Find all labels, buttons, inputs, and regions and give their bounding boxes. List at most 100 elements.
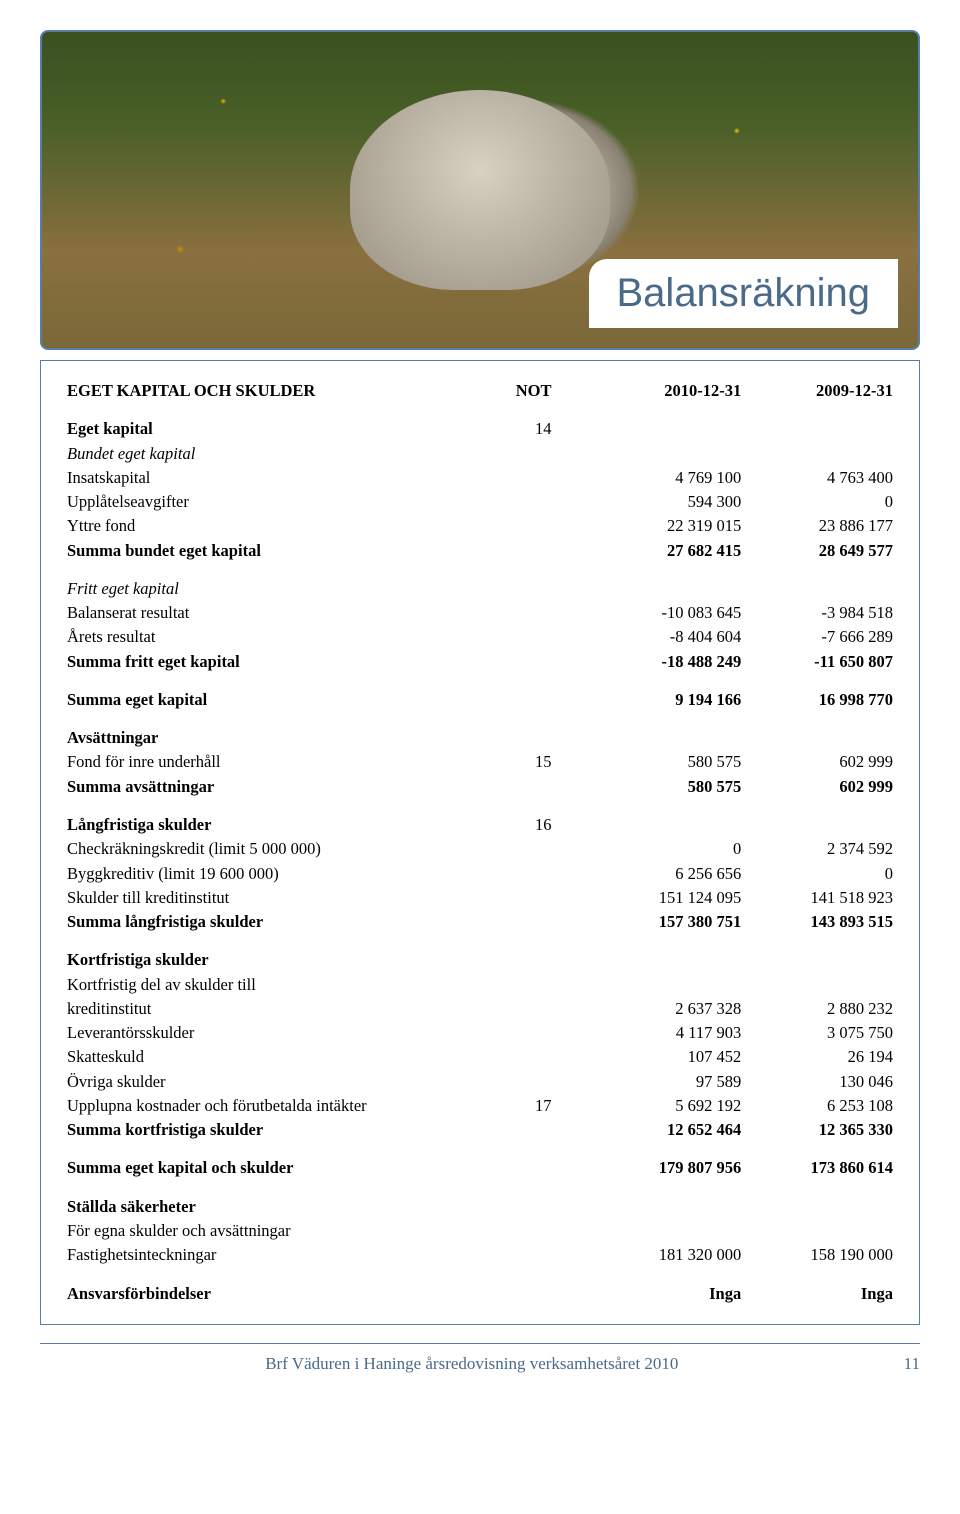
row-not <box>514 466 592 490</box>
cell <box>514 1156 592 1180</box>
cell <box>514 910 592 934</box>
row-y1: -8 404 604 <box>592 625 744 649</box>
table-header-y2: 2009-12-31 <box>743 379 895 403</box>
blank <box>743 948 895 972</box>
table-header-label: EGET KAPITAL OCH SKULDER <box>65 379 514 403</box>
row-label: Insatskapital <box>65 466 514 490</box>
blank <box>592 948 744 972</box>
section-sum-y2: 16 998 770 <box>743 688 895 712</box>
grand-sum-y1: 179 807 956 <box>592 1156 744 1180</box>
row-y1: 107 452 <box>592 1045 744 1069</box>
sum-label: Summa bundet eget kapital <box>65 539 514 563</box>
row-label: Skulder till kreditinstitut <box>65 886 514 910</box>
row-label: Upplupna kostnader och förutbetalda intä… <box>65 1094 514 1118</box>
subsection-title: Fritt eget kapital <box>65 577 514 601</box>
row-label: Byggkreditiv (limit 19 600 000) <box>65 862 514 886</box>
row-y2: 0 <box>743 490 895 514</box>
cell <box>743 1219 895 1243</box>
securities-y1: 181 320 000 <box>592 1243 744 1267</box>
row-y2: 0 <box>743 862 895 886</box>
row-y2 <box>743 973 895 997</box>
row-not <box>514 997 592 1021</box>
row-y1: 151 124 095 <box>592 886 744 910</box>
row-not <box>514 1070 592 1094</box>
securities-title: Ställda säkerheter <box>65 1195 514 1219</box>
row-y1 <box>592 973 744 997</box>
statue-graphic <box>350 90 610 290</box>
securities-subtitle: För egna skulder och avsättningar <box>65 1219 514 1243</box>
row-not <box>514 837 592 861</box>
row-y2: 602 999 <box>743 750 895 774</box>
subsection-title: Bundet eget kapital <box>65 442 514 466</box>
cell <box>743 1195 895 1219</box>
blank <box>592 726 744 750</box>
row-y1: 22 319 015 <box>592 514 744 538</box>
row-y2: 130 046 <box>743 1070 895 1094</box>
row-not: 15 <box>514 750 592 774</box>
section-title: Eget kapital <box>65 417 514 441</box>
row-y2: -7 666 289 <box>743 625 895 649</box>
page-title: Balansräkning <box>589 259 899 328</box>
row-not <box>514 862 592 886</box>
row-y2: 26 194 <box>743 1045 895 1069</box>
cell <box>592 1195 744 1219</box>
cell <box>514 577 592 601</box>
row-label: Balanserat resultat <box>65 601 514 625</box>
sum-y1: -18 488 249 <box>592 650 744 674</box>
section-not <box>514 726 592 750</box>
row-label: Yttre fond <box>65 514 514 538</box>
blank <box>592 417 744 441</box>
row-label: Skatteskuld <box>65 1045 514 1069</box>
table-header-not: NOT <box>514 379 592 403</box>
sum-label: Summa kortfristiga skulder <box>65 1118 514 1142</box>
row-not <box>514 625 592 649</box>
section-not <box>514 948 592 972</box>
row-not <box>514 973 592 997</box>
row-y1: -10 083 645 <box>592 601 744 625</box>
balance-table: EGET KAPITAL OCH SKULDERNOT2010-12-31200… <box>65 379 895 1306</box>
cell <box>514 775 592 799</box>
row-y2: 4 763 400 <box>743 466 895 490</box>
row-not <box>514 886 592 910</box>
page-footer: Brf Väduren i Haninge årsredovisning ver… <box>40 1343 920 1374</box>
row-y1: 2 637 328 <box>592 997 744 1021</box>
section-title: Kortfristiga skulder <box>65 948 514 972</box>
row-label: Övriga skulder <box>65 1070 514 1094</box>
section-sum-label: Summa eget kapital <box>65 688 514 712</box>
cell <box>514 1195 592 1219</box>
cell <box>514 1282 592 1306</box>
sum-y1: 580 575 <box>592 775 744 799</box>
cell <box>514 1118 592 1142</box>
row-y1: 594 300 <box>592 490 744 514</box>
sum-y2: 602 999 <box>743 775 895 799</box>
row-y1: 580 575 <box>592 750 744 774</box>
row-y2: 2 374 592 <box>743 837 895 861</box>
row-not <box>514 601 592 625</box>
sum-y1: 12 652 464 <box>592 1118 744 1142</box>
header-photo: Balansräkning <box>40 30 920 350</box>
blank <box>743 813 895 837</box>
balance-sheet-box: EGET KAPITAL OCH SKULDERNOT2010-12-31200… <box>40 360 920 1325</box>
row-y1: 4 117 903 <box>592 1021 744 1045</box>
contingent-label: Ansvarsförbindelser <box>65 1282 514 1306</box>
blank <box>743 726 895 750</box>
section-sum-y1: 9 194 166 <box>592 688 744 712</box>
contingent-y2: Inga <box>743 1282 895 1306</box>
row-label: Leverantörsskulder <box>65 1021 514 1045</box>
cell <box>514 1243 592 1267</box>
cell <box>514 442 592 466</box>
row-y1: 97 589 <box>592 1070 744 1094</box>
row-label: Årets resultat <box>65 625 514 649</box>
cell <box>592 1219 744 1243</box>
blank <box>743 417 895 441</box>
sum-y2: 12 365 330 <box>743 1118 895 1142</box>
row-label: Checkräkningskredit (limit 5 000 000) <box>65 837 514 861</box>
footer-text: Brf Väduren i Haninge årsredovisning ver… <box>265 1354 678 1374</box>
blank <box>592 813 744 837</box>
section-title: Långfristiga skulder <box>65 813 514 837</box>
cell <box>514 539 592 563</box>
sum-label: Summa fritt eget kapital <box>65 650 514 674</box>
page-number: 11 <box>904 1354 920 1374</box>
sum-y1: 157 380 751 <box>592 910 744 934</box>
row-y2: 6 253 108 <box>743 1094 895 1118</box>
